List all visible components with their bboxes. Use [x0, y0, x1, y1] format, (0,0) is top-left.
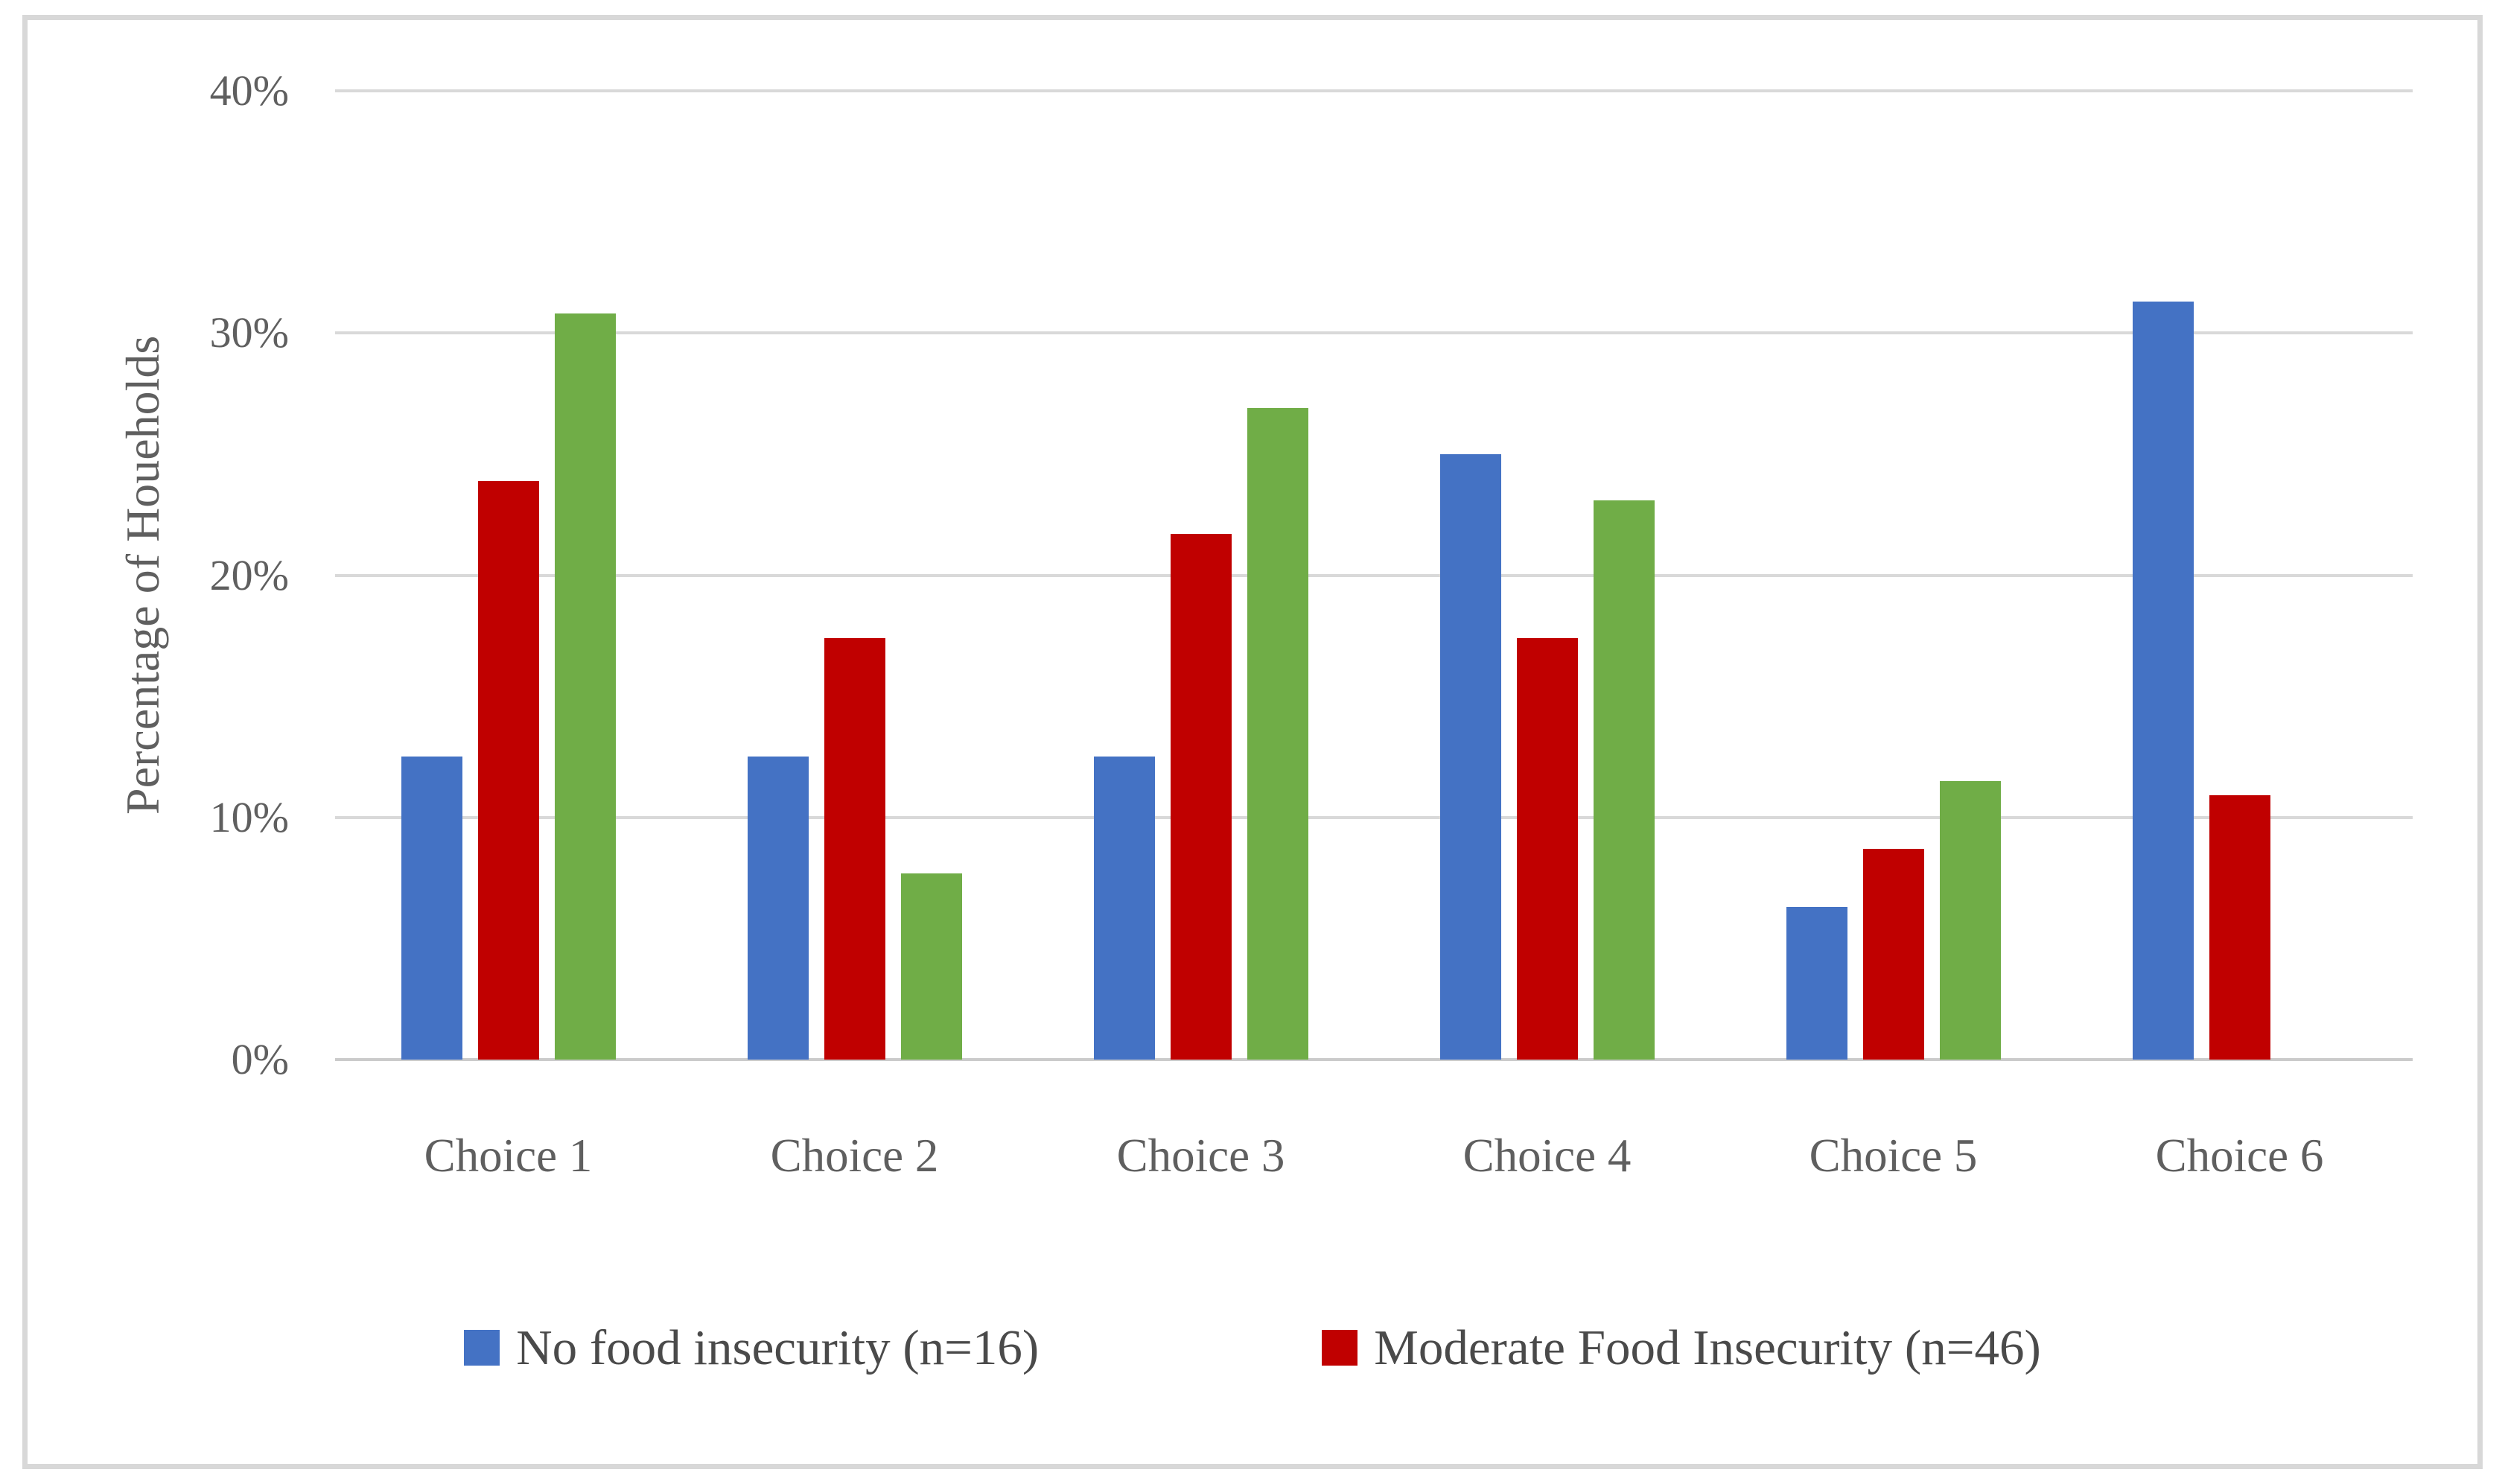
gridline-20 — [335, 573, 2413, 577]
bar-series-2-choice-5 — [1862, 849, 1924, 1060]
bar-groups — [335, 91, 2413, 1060]
x-category-label-4: Choice 4 — [1462, 1130, 1632, 1182]
bar-series-1-choice-2 — [747, 757, 809, 1060]
bar-group-choice-1 — [335, 91, 681, 1060]
gridline-40 — [335, 89, 2413, 92]
y-tick-label-40: 40% — [209, 66, 289, 115]
bar-series-3-choice-2 — [900, 873, 962, 1060]
legend-marker-icon — [464, 1330, 500, 1366]
bar-series-1-choice-5 — [1786, 907, 1847, 1060]
bar-group-choice-4 — [1374, 91, 1720, 1060]
legend: No food insecurity (n=16) Moderate Food I… — [28, 1307, 2477, 1389]
legend-label: No food insecurity (n=16) — [516, 1319, 1040, 1375]
gridline-10 — [335, 815, 2413, 819]
x-category-label-1: Choice 1 — [424, 1130, 593, 1182]
y-tick-label-0: 0% — [231, 1035, 289, 1083]
x-category-label-3: Choice 3 — [1116, 1130, 1285, 1182]
gridline-30 — [335, 331, 2413, 335]
bar-series-1-choice-3 — [1093, 757, 1155, 1060]
bar-series-3-choice-4 — [1593, 500, 1655, 1060]
y-tick-label-20: 20% — [209, 550, 289, 599]
bar-series-2-choice-4 — [1516, 638, 1578, 1060]
x-labels: Choice 1 Choice 2 Choice 3 Choice 4 Choice 5… — [335, 1107, 2413, 1204]
bar-group-choice-5 — [1720, 91, 2066, 1060]
bar-series-1-choice-4 — [1439, 453, 1501, 1060]
y-tick-label-30: 30% — [209, 308, 289, 357]
bar-series-2-choice-2 — [824, 638, 885, 1060]
x-axis-line — [335, 1058, 2413, 1061]
chart-frame: Percentage of Houeholds Choice 1 Choice 2… — [22, 15, 2483, 1469]
legend-marker-icon — [1322, 1330, 1358, 1366]
bar-series-3-choice-1 — [554, 313, 616, 1060]
x-category-label-5: Choice 5 — [1809, 1130, 1978, 1182]
y-tick-label-10: 10% — [209, 792, 289, 841]
bar-group-choice-3 — [1028, 91, 1374, 1060]
bar-series-2-choice-6 — [2209, 795, 2270, 1060]
bar-group-choice-6 — [2066, 91, 2413, 1060]
bar-series-1-choice-1 — [401, 757, 462, 1060]
legend-entry-2: Moderate Food Insecurity (n=46) — [1322, 1319, 2041, 1377]
bar-group-choice-2 — [681, 91, 1028, 1060]
bar-series-3-choice-3 — [1247, 408, 1308, 1060]
x-category-label-2: Choice 2 — [770, 1130, 939, 1182]
bar-series-1-choice-6 — [2132, 301, 2194, 1060]
x-category-label-6: Choice 6 — [2155, 1130, 2324, 1182]
bar-series-2-choice-1 — [477, 480, 539, 1060]
bar-series-2-choice-3 — [1170, 534, 1232, 1060]
legend-label: Moderate Food Insecurity (n=46) — [1374, 1319, 2041, 1375]
plot-area — [335, 89, 2413, 1061]
legend-entry-1: No food insecurity (n=16) — [464, 1319, 1039, 1377]
bar-series-3-choice-5 — [1939, 780, 2001, 1060]
